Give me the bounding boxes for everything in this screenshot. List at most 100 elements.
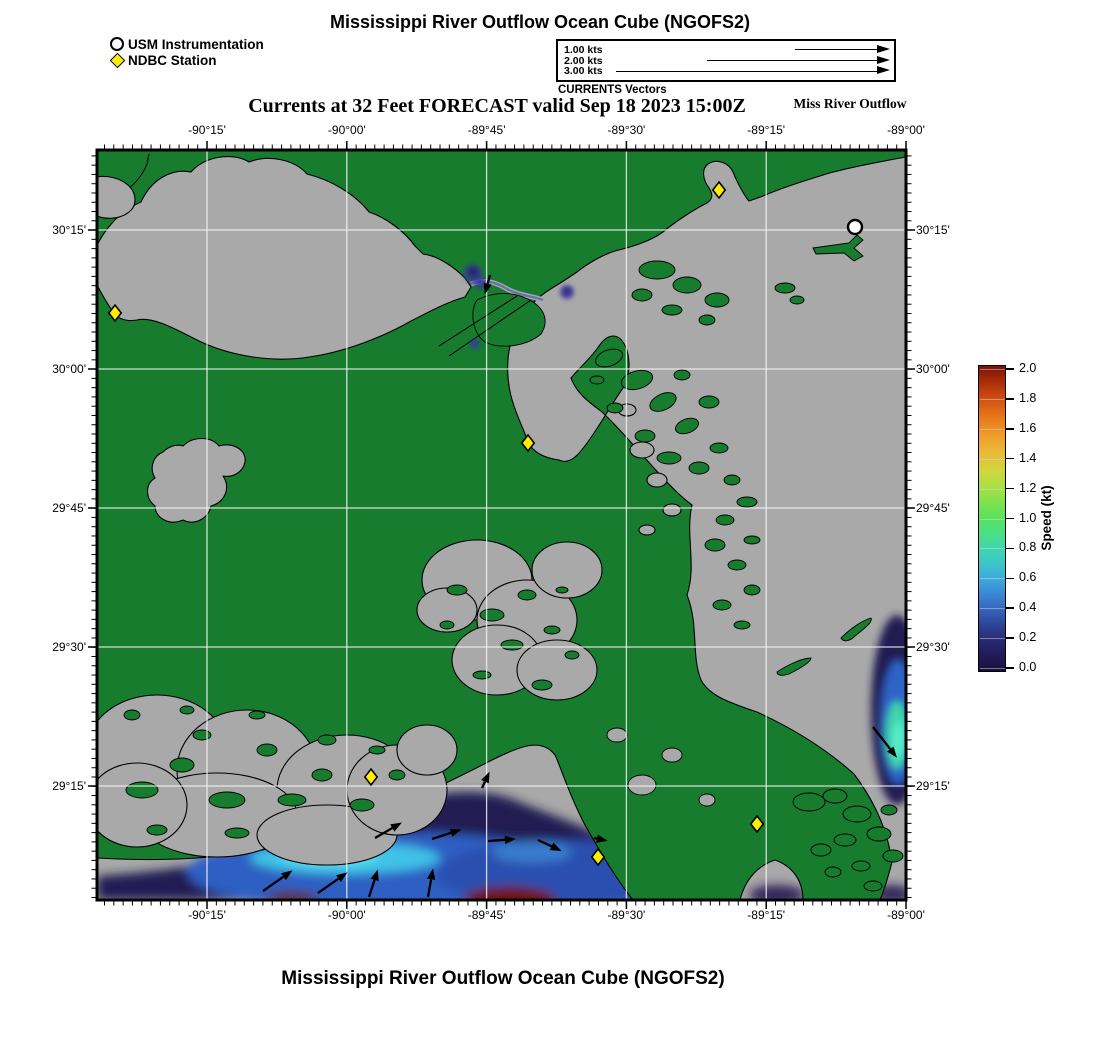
colorbar-tick-label: 1.4 [1019, 450, 1037, 465]
current-vector-arrowhead [281, 870, 293, 881]
lon-tick-label-bottom: -89°00' [887, 908, 925, 922]
station-markers [107, 180, 864, 867]
vector-scale-row-label: 1.00 kts [564, 44, 603, 56]
colorbar-tick [1006, 398, 1014, 400]
vector-scale-row-label: 3.00 kts [564, 65, 603, 78]
rigolets-current-field [464, 264, 574, 349]
vector-scale-arrowhead [877, 66, 890, 75]
map-canvas [88, 141, 915, 909]
lat-tick-label-left: 30°15' [52, 223, 86, 237]
lat-tick-label-left: 29°30' [52, 640, 86, 654]
ndbc-station-marker [749, 814, 765, 834]
lon-tick-label-top: -89°00' [887, 123, 925, 137]
map-frame [95, 148, 908, 902]
lon-tick-label-bottom: -89°45' [467, 908, 506, 922]
lon-tick-label-top: -89°45' [467, 123, 506, 137]
colorbar-gridline [980, 578, 1005, 580]
page-title: Mississippi River Outflow Ocean Cube (NG… [329, 12, 751, 32]
vector-scale-line [795, 49, 877, 51]
colorbar-gridline [980, 428, 1005, 430]
colorbar-tick-label: 0.0 [1019, 660, 1037, 674]
current-vector-arrow [262, 875, 285, 892]
lat-tick-label-right: 29°45' [916, 501, 950, 515]
colorbar-gridline [980, 548, 1005, 550]
lon-tick-label-bottom: -90°15' [188, 908, 226, 922]
ndbc-station-marker [711, 180, 727, 200]
forecast-subtitle: Currents at 32 Feet FORECAST valid Sep 1… [248, 95, 746, 117]
colorbar-tick-label: 0.6 [1019, 570, 1037, 585]
current-vector-arrowhead [336, 872, 348, 883]
current-vectors [262, 274, 898, 898]
vector-scale-line [616, 70, 877, 72]
current-vector-arrow [480, 781, 487, 789]
current-vector-arrow [537, 838, 553, 848]
colorbar-tick [1006, 637, 1014, 639]
current-vector-arrowhead [596, 834, 608, 843]
colorbar-tick [1006, 368, 1014, 370]
lat-tick-label-left: 29°15' [52, 779, 86, 793]
colorbar-tick-label: 1.8 [1019, 390, 1037, 405]
lon-tick-label-top: -89°15' [747, 123, 786, 137]
ndbc-station-marker [363, 767, 379, 787]
vector-scale-arrowhead [877, 45, 890, 53]
diamond-icon [109, 52, 126, 69]
cat-island [812, 234, 864, 262]
current-vector-arrowhead [449, 828, 462, 837]
colorbar-gridline [980, 638, 1005, 640]
vector-scale-caption: CURRENTS Vectors [558, 84, 667, 96]
lon-tick-label-bottom: -90°00' [327, 908, 366, 922]
colorbar-tick-label: 1.6 [1019, 420, 1037, 435]
colorbar-tick [1006, 607, 1014, 609]
colorbar-tick-label: 2.0 [1019, 361, 1037, 375]
axis-ticks [88, 141, 915, 909]
lat-tick-label-left: 30°00' [52, 362, 86, 376]
current-vector-arrow [367, 879, 376, 898]
current-vector-arrow [317, 877, 340, 894]
colorbar-tick-label: 1.0 [1019, 510, 1037, 525]
vector-scale-box: 1.00 kts 2.00 kts 3.00 kts [556, 39, 896, 82]
colorbar-tick-label: 0.2 [1019, 630, 1037, 645]
lat-tick-label-left: 29°45' [52, 501, 86, 515]
lon-tick-label-bottom: -89°15' [747, 908, 786, 922]
usm-station-marker [846, 218, 864, 236]
colorbar-tick [1006, 517, 1014, 520]
circle-icon [110, 37, 124, 51]
current-vector-arrowhead [504, 835, 516, 845]
colorbar-gridline [980, 369, 1005, 370]
colorbar-gridline [980, 458, 1005, 460]
rigolets-marsh [472, 293, 546, 347]
current-vector-arrow [872, 726, 892, 750]
lon-tick-label-top: -89°30' [607, 123, 646, 137]
current-vector-arrow [486, 274, 492, 284]
lat-tick-label-right: 30°15' [916, 223, 950, 237]
colorbar-tick-label: 0.8 [1019, 540, 1037, 555]
colorbar-tick [1006, 667, 1014, 669]
lat-tick-label-right: 30°00' [916, 362, 950, 376]
vector-scale-line [707, 59, 877, 62]
outflow-plume-field [871, 615, 906, 805]
colorbar-tick [1006, 577, 1014, 580]
colorbar-tick [1006, 547, 1014, 550]
current-vector-arrow [487, 838, 506, 843]
lake-pontchartrain [97, 156, 472, 360]
lon-tick-label-top: -90°15' [188, 123, 226, 137]
lon-tick-label-top: -90°00' [327, 123, 366, 137]
graticule [97, 150, 906, 900]
current-vector-arrowhead [426, 868, 436, 881]
colorbar-tick [1006, 487, 1014, 490]
colorbar-gridline [980, 488, 1005, 490]
colorbar-gridline [980, 398, 1005, 400]
colorbar-title: Speed (kt) [1039, 485, 1054, 551]
vector-scale-arrowhead [877, 55, 890, 64]
colorbar-gridline [980, 518, 1005, 520]
current-vector-arrow [374, 827, 393, 839]
west-marsh-islands [123, 705, 406, 839]
colorbar-tick-label: 1.2 [1019, 480, 1037, 495]
current-vector-arrow [593, 836, 598, 840]
legend-item-label: USM Instrumentation [128, 37, 264, 52]
colorbar-tick-label: 0.4 [1019, 600, 1037, 615]
current-vector-arrowhead [390, 822, 402, 832]
current-vector-arrowhead [483, 282, 492, 295]
legend-item: NDBC Station [104, 52, 324, 69]
